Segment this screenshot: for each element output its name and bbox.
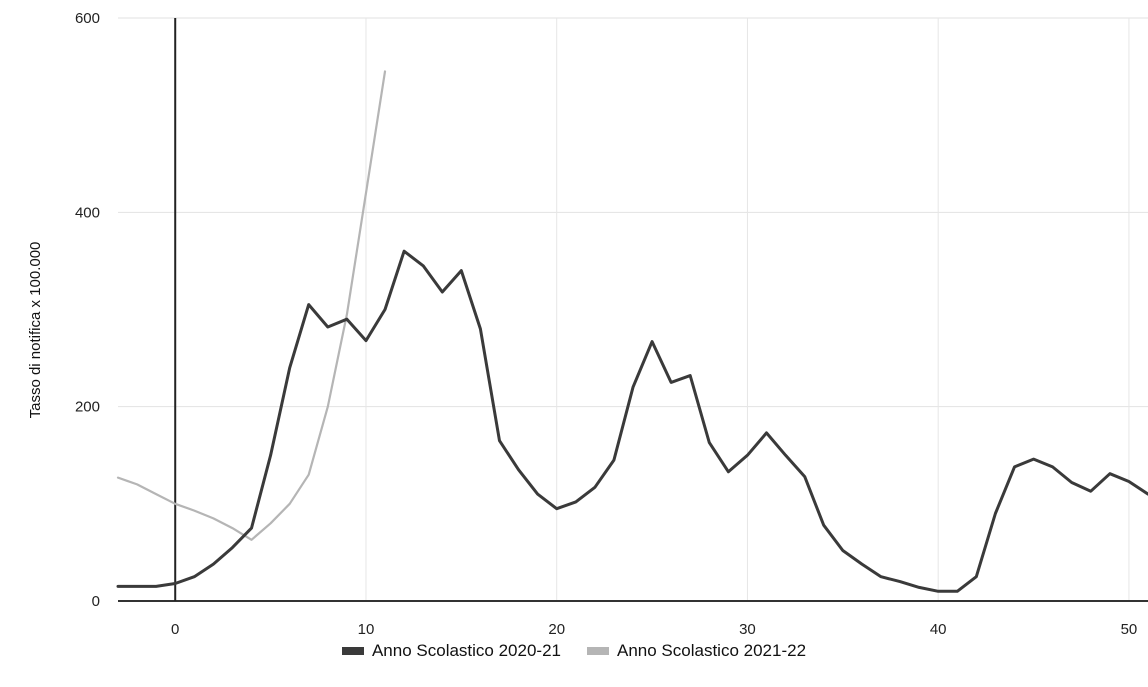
grid-lines	[118, 17, 1148, 602]
series-lines	[116, 70, 1148, 593]
legend-swatch	[587, 647, 609, 655]
y-tick-label: 0	[92, 593, 100, 610]
x-tick-label: 50	[1121, 621, 1138, 638]
legend-item-2021-22[interactable]: Anno Scolastico 2021-22	[587, 641, 806, 661]
x-tick-label: 40	[930, 621, 947, 638]
x-axis: 0 10 20 30 40 50	[118, 18, 1148, 638]
x-tick-label: 10	[358, 621, 375, 638]
legend-item-2020-21[interactable]: Anno Scolastico 2020-21	[341, 641, 561, 661]
legend-label: Anno Scolastico 2021-22	[617, 641, 807, 660]
x-tick-label: 0	[171, 621, 179, 638]
series-line-1	[116, 70, 387, 541]
x-tick-label: 20	[548, 621, 565, 638]
y-axis: 0 200 400 600	[75, 10, 100, 610]
legend: Anno Scolastico 2020-21 Anno Scolastico …	[0, 636, 1148, 666]
legend-label: Anno Scolastico 2020-21	[371, 641, 561, 660]
y-tick-label: 600	[75, 10, 100, 27]
legend-swatch	[341, 647, 364, 655]
x-tick-label: 30	[739, 621, 756, 638]
y-tick-label: 400	[75, 204, 100, 221]
y-axis-label: Tasso di notifica x 100.000	[27, 242, 44, 419]
y-tick-label: 200	[75, 399, 100, 416]
series-line-0	[116, 249, 1148, 593]
